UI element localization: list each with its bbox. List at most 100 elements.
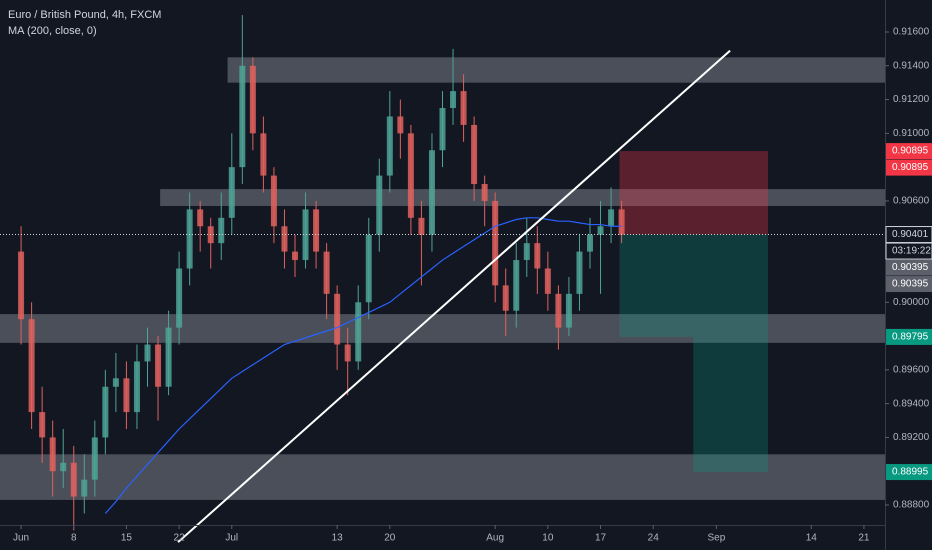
plot-area	[0, 15, 886, 543]
price-label-box	[886, 276, 932, 293]
price-label-box	[886, 464, 932, 481]
x-tick-label: 10	[542, 533, 554, 544]
sr-zone	[227, 57, 886, 83]
candle-body	[176, 268, 183, 328]
price-label: 0.90395	[892, 262, 929, 273]
candle-body	[302, 209, 309, 261]
y-tick-label: 0.91000	[893, 128, 930, 139]
y-tick-label: 0.89400	[893, 398, 930, 409]
y-tick-label: 0.90000	[893, 297, 930, 308]
candle-body	[608, 209, 615, 227]
candle-body	[70, 462, 77, 497]
candle-body	[481, 184, 488, 201]
candle-body	[418, 217, 425, 235]
candle-body	[102, 386, 109, 438]
candle-body	[218, 217, 225, 244]
price-label: 0.90401	[892, 229, 929, 240]
candle-body	[81, 479, 88, 497]
price-label-box	[885, 242, 932, 260]
stop-zone	[619, 151, 769, 235]
symbol-title: Euro / British Pound, 4h, FXCM	[8, 9, 161, 21]
candle-body	[555, 293, 562, 328]
candle-body	[123, 378, 130, 413]
candle-body	[460, 91, 467, 125]
price-label: 0.90395	[892, 279, 929, 290]
candle-body	[597, 226, 604, 235]
candle-body	[39, 412, 46, 438]
x-tick-label: 13	[332, 533, 344, 544]
x-tick-label: 14	[806, 533, 818, 544]
price-label-box	[886, 159, 932, 176]
candle-body	[281, 226, 288, 252]
price-label: 03:19:22	[892, 246, 931, 257]
candle-body	[60, 462, 67, 472]
candle-body	[513, 260, 520, 311]
y-tick-label: 0.91400	[893, 60, 930, 71]
candle-body	[428, 150, 435, 235]
candle-body	[618, 209, 625, 235]
candle-body	[292, 251, 298, 261]
y-tick-label: 0.91600	[893, 27, 930, 38]
candle-body	[18, 251, 25, 320]
candle-body	[544, 268, 551, 294]
candle-body	[313, 209, 320, 252]
candle-body	[270, 175, 277, 227]
candle-body	[450, 91, 457, 109]
candle-body	[112, 378, 119, 387]
price-label: 0.88995	[892, 467, 929, 478]
candle-body	[239, 65, 246, 168]
x-tick-label: 24	[648, 533, 660, 544]
candle-body	[397, 116, 404, 134]
target-zone	[619, 234, 769, 337]
x-tick-label: 15	[121, 533, 133, 544]
y-tick-label: 0.88800	[893, 500, 930, 511]
candle-body	[376, 175, 383, 235]
candle-body	[260, 133, 267, 176]
candle-body	[28, 319, 35, 413]
candle-body	[165, 327, 172, 387]
candle-body	[144, 344, 151, 362]
x-tick-label: Aug	[486, 533, 504, 544]
x-tick-label: 22	[174, 533, 186, 544]
candle-body	[323, 251, 330, 294]
x-tick-label: 21	[858, 533, 870, 544]
candle-body	[334, 293, 341, 345]
candle-body	[186, 209, 193, 269]
sr-zone	[160, 189, 886, 206]
target-zone	[693, 336, 769, 473]
candle-body	[407, 133, 414, 218]
candle-body	[355, 302, 362, 362]
candle-body	[471, 124, 478, 185]
candle-body	[386, 116, 393, 176]
x-tick-label: Sep	[708, 533, 726, 544]
candle-body	[228, 167, 235, 218]
candle-body	[492, 200, 499, 286]
candle-body	[155, 344, 162, 387]
y-tick-label: 0.90600	[893, 196, 930, 207]
indicator-label: MA (200, close, 0)	[8, 25, 97, 37]
price-label-box	[886, 328, 932, 345]
sr-zone	[0, 454, 885, 500]
candle-body	[249, 65, 256, 134]
candle-body	[576, 251, 583, 294]
candle-body	[523, 243, 530, 261]
candle-body	[439, 108, 446, 151]
price-label: 0.89795	[892, 332, 929, 343]
y-tick-label: 0.91200	[893, 94, 930, 105]
trend-line	[177, 49, 731, 543]
price-label: 0.90895	[892, 146, 929, 157]
candle-body	[91, 437, 98, 480]
x-tick-label: Jun	[13, 533, 29, 544]
candle-body	[49, 437, 56, 472]
candle-body	[565, 293, 572, 328]
y-tick-label: 0.89600	[893, 364, 930, 375]
x-tick-label: Jul	[225, 533, 238, 544]
candle-body	[344, 344, 351, 362]
candle-body	[502, 285, 509, 311]
price-label: 0.90895	[892, 162, 929, 173]
x-tick-label: 20	[384, 533, 396, 544]
candle-body	[587, 234, 593, 252]
candle-body	[365, 234, 372, 303]
candle-body	[197, 209, 204, 227]
